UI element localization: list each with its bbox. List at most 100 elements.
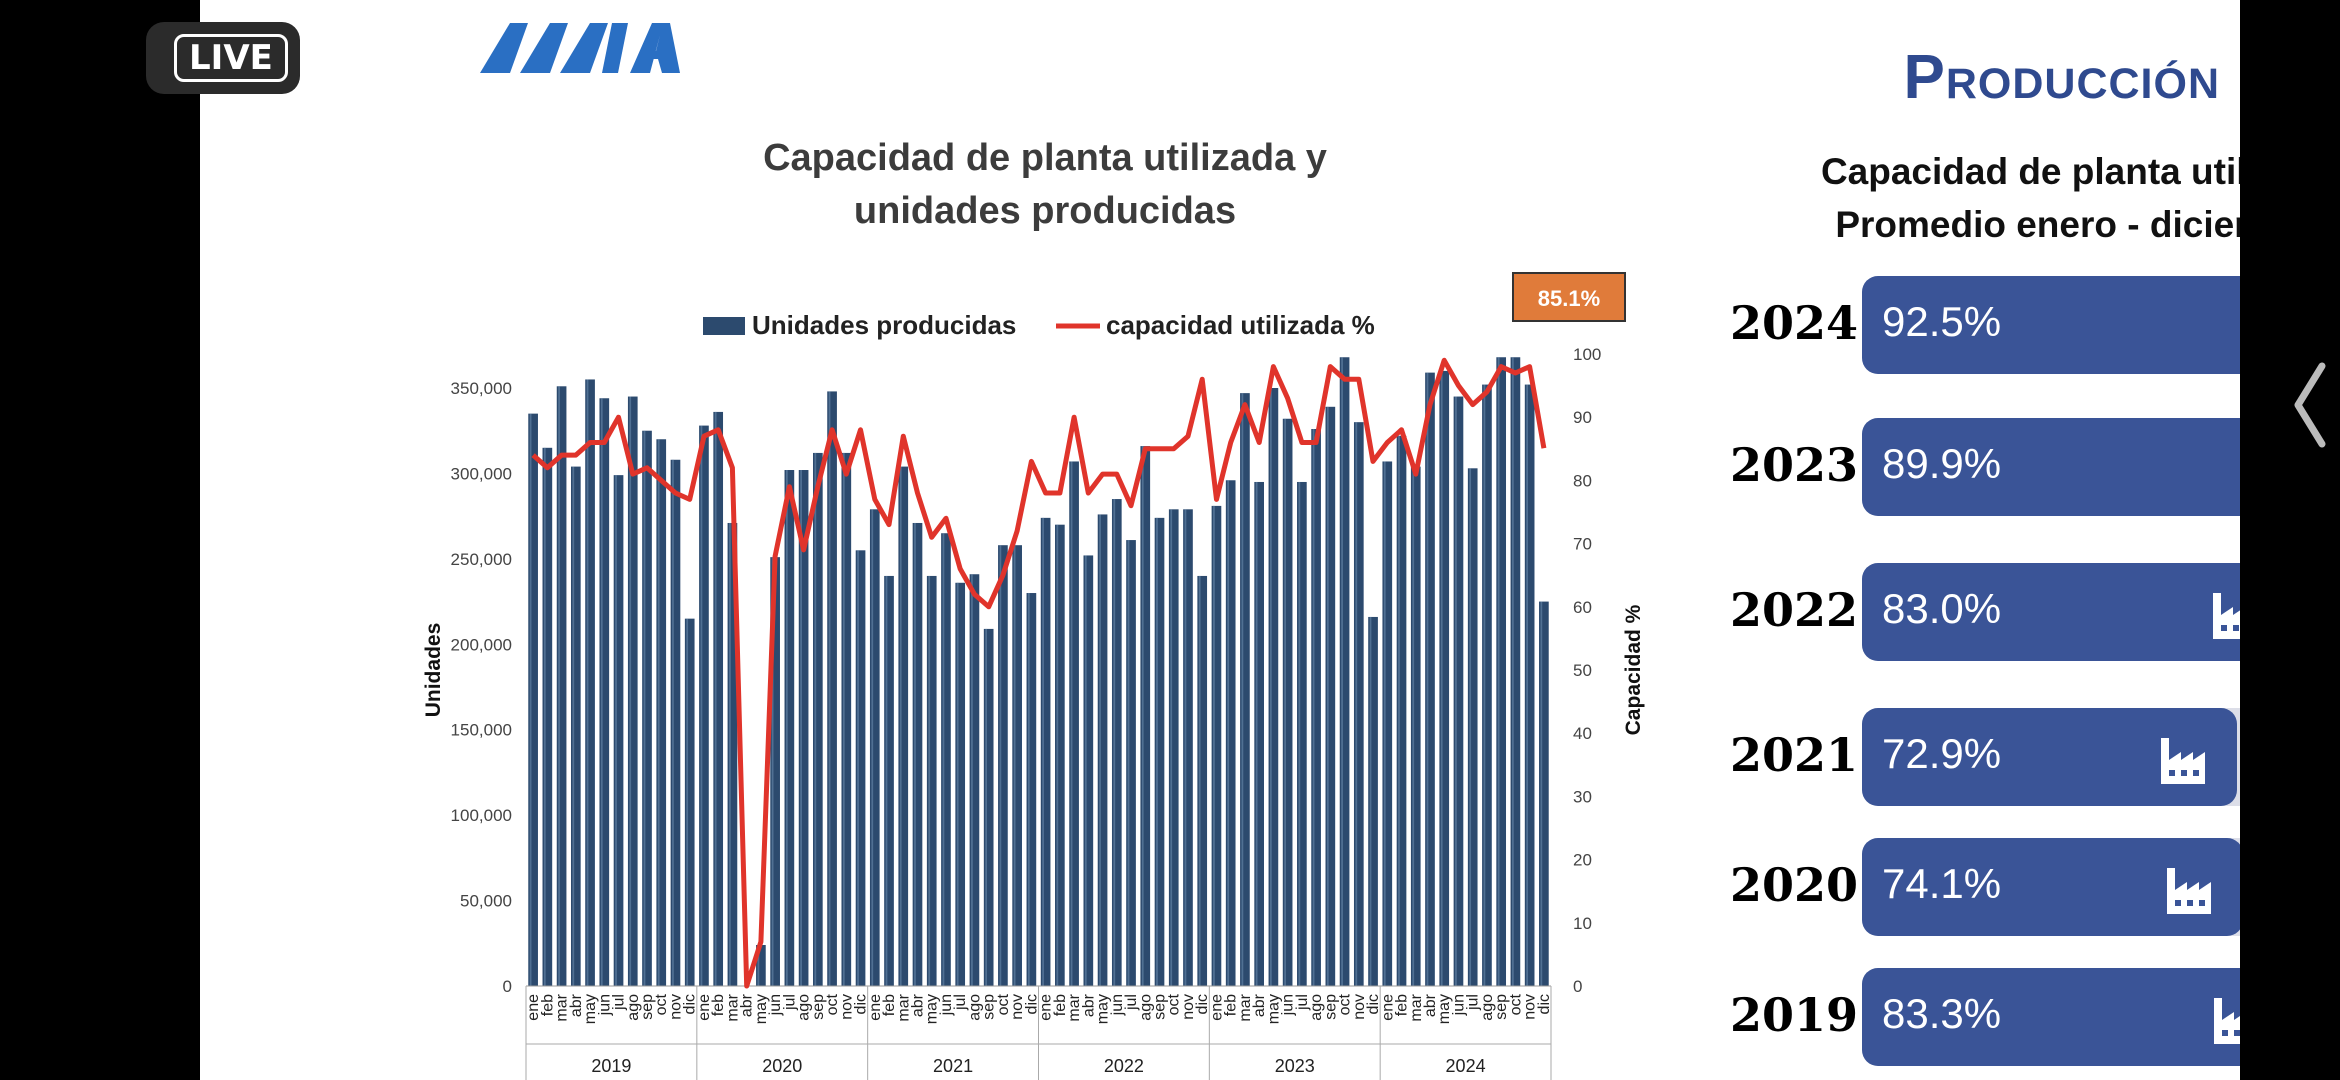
x-month-label: sep (639, 994, 656, 1020)
chevron-left-icon[interactable] (2290, 360, 2330, 450)
bar-highlight (686, 618, 689, 986)
year-capacity-row: 2020 74.1% (1730, 838, 2240, 938)
x-month-label: jul (781, 994, 798, 1011)
bar-units (1396, 435, 1407, 987)
bar-highlight (1426, 372, 1429, 986)
x-year-label: 2021 (933, 1056, 973, 1076)
legend-bar-swatch (703, 317, 745, 335)
chart-title: Capacidad de planta utilizada y unidades… (670, 132, 1420, 238)
x-month-label: sep (810, 994, 827, 1020)
factory-icon (2163, 860, 2219, 916)
x-month-label: nov (1522, 994, 1539, 1020)
x-month-label: jun (938, 994, 955, 1016)
bar-highlight (1156, 517, 1158, 986)
bar-units (1282, 418, 1293, 986)
x-month-label: ene (1208, 994, 1225, 1021)
factory-icon (2210, 990, 2240, 1046)
bar-units (1339, 357, 1350, 986)
x-month-label: mar (1237, 993, 1254, 1021)
bar-units (869, 509, 880, 986)
left-black-margin (0, 0, 200, 1080)
bar-highlight (1255, 481, 1258, 986)
bar-units (1083, 555, 1094, 986)
production-chart: Unidades producidas capacidad utilizada %… (422, 310, 1645, 1080)
x-month-label: nov (1009, 994, 1026, 1020)
bar-highlight (985, 628, 988, 986)
x-year-label: 2024 (1446, 1056, 1486, 1076)
bar-units (1410, 466, 1421, 986)
bar-highlight (672, 459, 674, 986)
bar-highlight (643, 430, 646, 986)
x-month-label: nov (838, 994, 855, 1020)
bar-highlight (1298, 481, 1301, 986)
year-capacity-row: 2021 72.9% (1730, 708, 2240, 808)
bar-highlight (1227, 480, 1230, 986)
factory-icon (2209, 585, 2240, 641)
bar-highlight (1198, 575, 1201, 986)
bar-units (542, 447, 553, 986)
y-tick-label: 300,000 (451, 464, 512, 483)
x-month-label: ene (1038, 994, 1055, 1021)
x-month-label: abr (1251, 993, 1268, 1017)
bar-highlight (600, 398, 603, 986)
bar-units (1524, 384, 1535, 986)
capacity-percent-label: 92.5% (1882, 298, 2002, 345)
y2-axis-title: Capacidad % (1622, 604, 1645, 735)
bar-units (1197, 575, 1208, 986)
bar-units (1055, 524, 1065, 986)
x-month-label: dic (853, 994, 870, 1014)
x-month-label: abr (1080, 993, 1097, 1017)
x-month-label: jun (596, 994, 613, 1016)
x-month-label: jul (1294, 994, 1311, 1011)
x-month-label: ago (1479, 994, 1496, 1021)
bar-units (1425, 372, 1435, 986)
bar-highlight (1056, 524, 1059, 986)
bar-highlight (999, 545, 1002, 986)
year-capacity-row: 2022 83.0% (1730, 563, 2240, 663)
bar-units (1382, 461, 1393, 986)
bar-units (1453, 396, 1464, 986)
bar-highlight (1540, 601, 1543, 986)
bar-units (926, 575, 937, 986)
y2-tick-label: 60 (1573, 598, 1592, 617)
y2-tick-label: 30 (1573, 787, 1592, 806)
bar-units (570, 466, 581, 986)
bar-units (1154, 517, 1165, 986)
x-month-label: may (1265, 994, 1282, 1024)
bar-units (1026, 593, 1037, 986)
bar-units (613, 475, 624, 986)
x-month-label: ene (525, 994, 542, 1021)
bar-highlight (885, 575, 888, 986)
bar-highlight (729, 522, 731, 986)
bar-highlight (814, 452, 817, 986)
year-label: 2022 (1730, 583, 1859, 637)
x-month-label: oct (1166, 993, 1183, 1015)
bar-highlight (572, 466, 575, 986)
x-month-label: mar (724, 993, 741, 1021)
bar-units (1097, 514, 1108, 986)
bar-units (813, 452, 823, 986)
capacity-track: 74.1% (1862, 838, 2240, 936)
x-month-label: feb (1223, 994, 1240, 1016)
y2-tick-label: 70 (1573, 535, 1592, 554)
bar-units (1325, 406, 1336, 986)
x-month-label: oct (653, 993, 670, 1015)
bar-highlight (1284, 418, 1286, 986)
year-capacity-row: 2019 83.3% (1730, 968, 2240, 1068)
bar-units (699, 425, 709, 986)
x-month-label: feb (1052, 994, 1069, 1016)
bar-units (1311, 429, 1321, 986)
y-tick-label: 50,000 (460, 892, 512, 911)
bar-units (1353, 422, 1364, 986)
bar-units (1368, 616, 1378, 986)
bar-highlight (543, 447, 546, 986)
amia-logo (480, 18, 680, 88)
bar-units (1467, 468, 1478, 986)
x-month-label: dic (1023, 994, 1040, 1014)
legend-label-units: Unidades producidas (752, 310, 1016, 340)
bar-units (1225, 480, 1236, 986)
bar-units (998, 545, 1008, 986)
x-month-label: jul (1123, 994, 1140, 1011)
live-badge[interactable]: LIVE (146, 22, 300, 94)
x-month-label: may (1095, 994, 1112, 1024)
